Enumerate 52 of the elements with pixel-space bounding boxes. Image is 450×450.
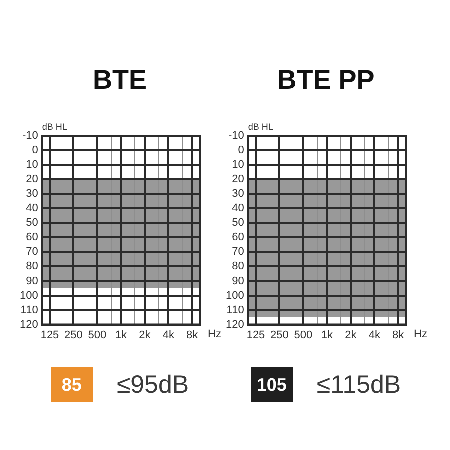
y-tick-label: 50 [26,217,38,230]
y-tick-label: 10 [232,159,244,172]
y-tick-label: 50 [232,217,244,230]
x-tick-label: 125 [40,329,60,342]
x-axis-title: Hz [208,328,222,340]
y-tick-label: 110 [226,304,244,316]
y-tick-label: 10 [26,159,38,172]
badge: 85 [50,367,93,402]
text: ≤95dB [116,370,190,400]
x-tick-label: 500 [294,329,313,342]
y-tick-label: 110 [20,304,38,316]
y-axis-title: dB HL [42,122,68,132]
y-tick-label: 100 [226,290,244,302]
y-tick-label: 120 [20,318,38,331]
y-tick-label: 70 [232,246,244,258]
y-tick-label: 80 [26,260,38,273]
y-tick-label: 0 [238,144,244,157]
x-tick-label: 250 [270,329,289,342]
y-tick-label: 120 [226,318,244,331]
x-tick-label: 8k [392,329,405,342]
x-tick-label: 500 [88,329,107,342]
y-axis-title: dB HL [248,122,274,132]
x-tick-label: 2k [139,329,152,342]
badge: 105 [250,367,293,402]
y-tick-label: 20 [232,174,244,186]
y-tick-label: 30 [232,188,244,200]
y-tick-label: 40 [26,202,38,215]
text: ≤115dB [316,370,402,400]
x-tick-label: 2k [345,329,358,342]
y-tick-label: 60 [232,232,244,244]
x-tick-label: 8k [186,329,199,342]
y-tick-label: 30 [26,188,38,200]
y-tick-label: 0 [32,144,38,157]
x-tick-label: 4k [368,329,381,342]
y-tick-label: -10 [22,130,38,142]
chart-title: BTE [92,64,148,96]
y-tick-label: 100 [20,290,38,302]
x-tick-label: 125 [246,329,266,342]
y-tick-label: 40 [232,202,244,215]
y-tick-label: 60 [26,232,38,244]
x-tick-label: 4k [162,329,175,342]
y-tick-label: -10 [228,130,244,142]
y-tick-label: 90 [232,275,244,288]
x-tick-label: 250 [64,329,83,342]
y-tick-label: 20 [26,174,38,186]
chart-title: BTE PP [276,64,376,96]
x-tick-label: 1k [115,329,128,342]
y-tick-label: 80 [232,260,244,273]
x-axis-title: Hz [414,328,428,340]
y-tick-label: 70 [26,246,38,258]
y-tick-label: 90 [26,275,38,288]
x-tick-label: 1k [321,329,334,342]
